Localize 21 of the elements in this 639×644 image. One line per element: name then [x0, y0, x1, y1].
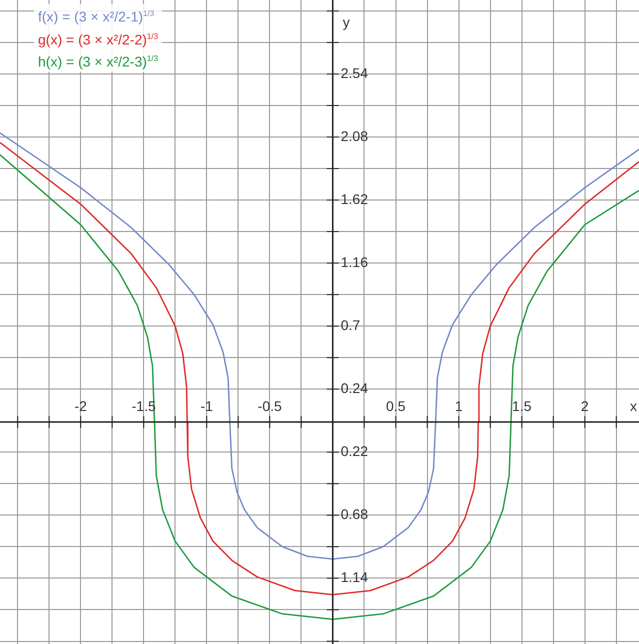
x-tick-label: 0.5	[386, 398, 406, 414]
x-tick-label: 1	[454, 398, 463, 414]
y-axis-title: y	[342, 14, 350, 30]
x-tick-label: -1	[200, 398, 214, 414]
x-axis-title: x	[630, 398, 637, 414]
y-tick-label: 1.16	[340, 254, 368, 270]
y-tick-label: 0.7	[340, 316, 360, 333]
y-tick-label: 0.22	[340, 443, 368, 460]
y-tick-label: 2.08	[340, 128, 368, 144]
text: g(x) = (3 × x²/2-2)$^{1/3}$	[38, 30, 158, 50]
text: h(x) = (3 × x²/2-3)$^{1/3}$	[38, 52, 158, 72]
y-tick-label: 1.14	[340, 569, 368, 586]
text: f(x) = (3 × x²/2-1)$^{1/3}$	[38, 8, 156, 27]
x-tick-label: 2	[580, 398, 589, 414]
y-tick-label: 0.68	[340, 506, 368, 522]
x-tick-label: -2	[74, 398, 88, 414]
y-tick-label: 2.54	[340, 64, 368, 81]
y-tick-label: 0.24	[340, 380, 368, 396]
x-tick-label: -0.5	[258, 398, 282, 414]
y-tick-label: 1.62	[340, 190, 368, 207]
x-tick-label: 1.5	[512, 398, 532, 414]
